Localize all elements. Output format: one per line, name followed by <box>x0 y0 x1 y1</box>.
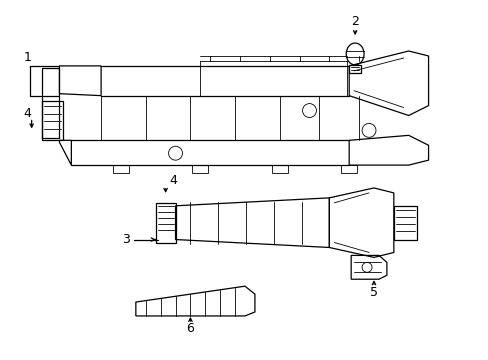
Text: 2: 2 <box>350 15 358 28</box>
Text: 6: 6 <box>186 322 194 336</box>
Text: 5: 5 <box>369 285 377 299</box>
Text: 1: 1 <box>24 51 32 64</box>
Text: 3: 3 <box>122 233 130 246</box>
Text: 4: 4 <box>24 107 32 120</box>
Text: 4: 4 <box>169 174 177 186</box>
